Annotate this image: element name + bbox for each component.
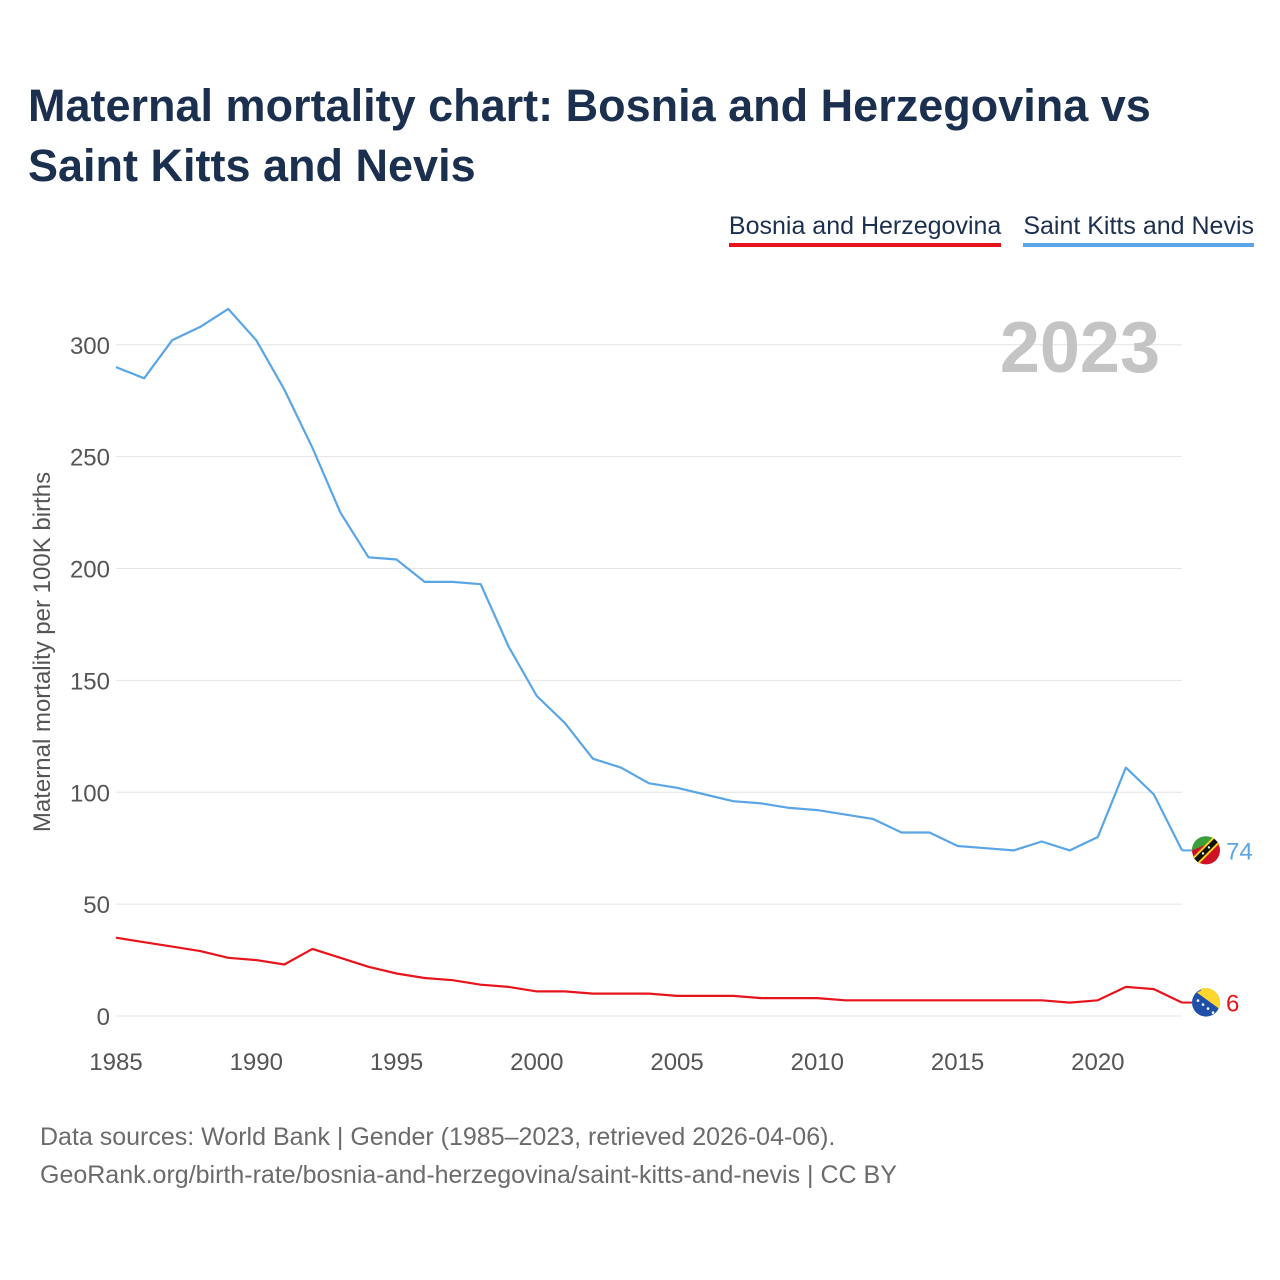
source-link[interactable]: GeoRank.org/birth-rate/bosnia-and-herzeg…: [40, 1161, 897, 1189]
saint-kitts-flag-icon: [1191, 836, 1220, 865]
footer: Data sources: World Bank | Gender (1985–…: [40, 1118, 897, 1194]
gridlines: [116, 344, 1182, 1017]
legend-item-bosnia[interactable]: Bosnia and Herzegovina: [728, 212, 1002, 247]
series-line-0[interactable]: [115, 936, 1183, 1004]
x-tick-label: 2005: [650, 1049, 703, 1076]
series-line-1[interactable]: [115, 307, 1183, 852]
x-tick-label: 2020: [1071, 1049, 1124, 1076]
x-tick-label: 1990: [230, 1049, 283, 1076]
y-axis-label: Maternal mortality per 100K births: [29, 472, 56, 832]
y-tick-label: 200: [70, 557, 110, 584]
legend-item-saint-kitts[interactable]: Saint Kitts and Nevis: [1023, 212, 1254, 247]
series-end-value: 6: [1226, 991, 1239, 1018]
y-tick-label: 50: [83, 892, 110, 919]
x-axis-ticks: 1985 1990 1995 2000 2005 2010 2015 2020: [89, 1049, 1124, 1076]
y-tick-label: 250: [70, 445, 110, 472]
y-axis-ticks: 0 50 100 150 200 250 300: [70, 333, 110, 1031]
y-tick-label: 100: [70, 780, 110, 807]
x-tick-label: 2010: [791, 1049, 844, 1076]
x-tick-label: 2000: [510, 1049, 563, 1076]
y-tick-label: 300: [70, 333, 110, 360]
series-end-value: 74: [1226, 838, 1253, 865]
y-tick-label: 0: [97, 1004, 110, 1031]
bosnia-flag-icon: [1192, 987, 1221, 1017]
legend: Bosnia and Herzegovina Saint Kitts and N…: [728, 212, 1254, 247]
chart-title: Maternal mortality chart: Bosnia and Her…: [28, 80, 1151, 191]
series-end-markers: 6 74: [1182, 836, 1253, 1018]
series-lines: [115, 307, 1183, 1004]
y-tick-label: 150: [70, 668, 110, 695]
x-tick-label: 1995: [370, 1049, 423, 1076]
data-source-note: Data sources: World Bank | Gender (1985–…: [40, 1123, 836, 1151]
year-watermark: 2023: [1000, 308, 1160, 388]
x-tick-label: 2015: [931, 1049, 984, 1076]
x-tick-label: 1985: [89, 1049, 142, 1076]
